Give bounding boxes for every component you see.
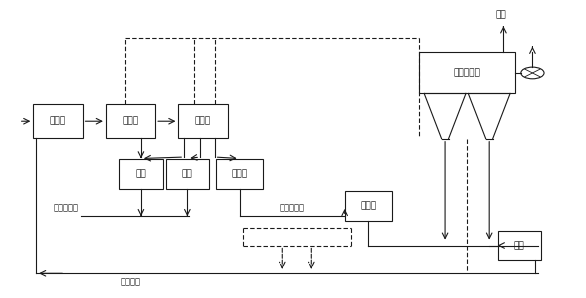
- FancyBboxPatch shape: [106, 104, 155, 138]
- Text: 二级筛: 二级筛: [231, 169, 248, 179]
- FancyBboxPatch shape: [33, 104, 83, 138]
- FancyBboxPatch shape: [419, 52, 515, 94]
- FancyBboxPatch shape: [498, 231, 541, 260]
- Text: 破碎: 破碎: [135, 169, 146, 179]
- FancyBboxPatch shape: [119, 159, 163, 189]
- Text: 造粒机: 造粒机: [50, 117, 66, 126]
- FancyBboxPatch shape: [178, 104, 228, 138]
- Text: 破碎: 破碎: [182, 169, 193, 179]
- Text: 包装: 包装: [514, 241, 524, 250]
- Text: 返料皮带: 返料皮带: [121, 278, 141, 287]
- FancyBboxPatch shape: [216, 159, 263, 189]
- Text: 布袋收尘器: 布袋收尘器: [454, 69, 481, 77]
- Text: 成品皮带二: 成品皮带二: [280, 204, 305, 213]
- Text: 外排: 外排: [495, 10, 506, 19]
- Text: 流化床: 流化床: [360, 201, 377, 210]
- Text: 提升机: 提升机: [122, 117, 138, 126]
- FancyBboxPatch shape: [166, 159, 209, 189]
- FancyBboxPatch shape: [345, 191, 392, 221]
- Text: 成品皮带一: 成品皮带一: [53, 204, 79, 213]
- Text: 一级选: 一级选: [195, 117, 211, 126]
